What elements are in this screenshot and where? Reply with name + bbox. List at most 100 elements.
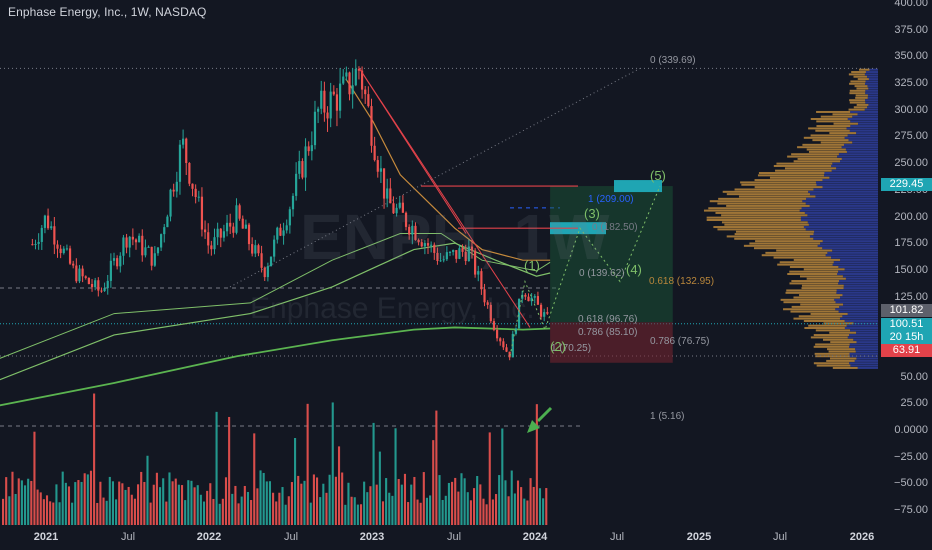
fib-trend-line <box>358 68 467 234</box>
volume-bar <box>526 500 529 525</box>
volume-profile-bar <box>726 235 810 238</box>
candle-body <box>533 296 536 298</box>
volume-profile-bar <box>810 134 848 137</box>
volume-profile-bar <box>765 251 828 254</box>
volume-bar <box>146 455 149 525</box>
volume-profile-bar <box>839 280 878 283</box>
volume-profile-bar <box>800 303 843 306</box>
volume-bar <box>193 487 196 525</box>
volume-bar <box>268 481 271 525</box>
volume-bar <box>5 477 8 525</box>
volume-profile-bar <box>810 312 848 315</box>
volume-bar <box>105 500 108 525</box>
volume-bar <box>545 488 548 525</box>
volume-bar <box>363 481 366 525</box>
volume-profile-bar <box>709 200 803 203</box>
candle-body <box>354 69 357 86</box>
volume-profile-bar <box>857 113 878 116</box>
candle-body <box>360 70 364 90</box>
volume-profile-bar <box>829 331 857 334</box>
volume-bar <box>328 474 331 525</box>
volume-profile-bar <box>800 275 843 278</box>
volume-profile-bar <box>864 73 878 76</box>
candle-body <box>417 239 420 243</box>
candle-body <box>458 248 461 259</box>
volume-bar <box>407 502 410 525</box>
candle-body <box>320 90 323 109</box>
candle-body <box>474 250 477 275</box>
volume-profile-bar <box>837 155 878 158</box>
volume-profile-bar <box>820 242 878 245</box>
fib-label-18250: 0 (182.50) <box>592 222 638 233</box>
volume-profile-bar <box>868 103 878 106</box>
volume-profile-bar <box>815 329 851 332</box>
volume-bar <box>118 481 121 525</box>
candle-body <box>141 235 144 256</box>
fib-label-13962: 0 (139.62) <box>579 268 625 279</box>
volume-profile-bar <box>844 136 878 139</box>
volume-bar <box>344 504 347 525</box>
wave-label-1: (1) <box>524 258 540 273</box>
volume-profile-bar <box>850 364 878 367</box>
target-marker <box>614 180 662 193</box>
volume-profile-bar <box>708 207 802 210</box>
volume-bar <box>347 482 350 525</box>
volume-profile-bar <box>847 134 878 137</box>
volume-profile-bar <box>738 195 816 198</box>
volume-profile-bar <box>816 110 851 113</box>
price-tick-label: −25.00 <box>894 450 928 463</box>
volume-profile-bar <box>812 139 849 142</box>
volume-profile-bar <box>775 169 832 172</box>
volume-profile-bar <box>813 362 850 365</box>
volume-profile-bar <box>850 80 866 83</box>
candle-body <box>207 232 210 246</box>
price-tick-label: 25.00 <box>900 397 928 410</box>
candle-body <box>452 250 455 252</box>
volume-profile-bar <box>853 338 878 341</box>
profit-zone-box <box>550 186 673 323</box>
volume-profile-bar <box>864 108 878 111</box>
volume-profile-bar <box>814 230 878 233</box>
volume-bar <box>350 496 353 525</box>
candle-body <box>43 215 47 228</box>
volume-profile-bar <box>815 129 850 132</box>
volume-profile-bar <box>816 183 878 186</box>
volume-profile-bar <box>843 284 878 287</box>
candle-body <box>222 231 226 238</box>
volume-profile-bar <box>856 357 878 360</box>
volume-profile-bar <box>857 366 878 369</box>
volume-profile-bar <box>806 197 878 200</box>
volume-profile-bar <box>831 256 878 259</box>
candle-body <box>37 241 40 244</box>
candle-body <box>194 188 197 197</box>
volume-profile-bar <box>838 153 878 156</box>
candle-body <box>470 246 474 251</box>
volume-bar <box>221 498 224 525</box>
volume-bar <box>287 496 290 525</box>
volume-bar <box>473 488 476 525</box>
volume-bar <box>441 499 444 525</box>
volume-bar <box>121 483 124 525</box>
volume-bar <box>259 470 262 525</box>
volume-bar <box>491 499 494 525</box>
volume-profile-bar <box>853 322 878 325</box>
volume-bar <box>312 474 315 525</box>
time-tick-label: Jul <box>609 531 625 543</box>
candle-body <box>160 234 163 248</box>
volume-profile-bar <box>806 277 846 280</box>
price-tick-label: 0.0000 <box>894 424 928 436</box>
volume-profile-bar <box>801 284 844 287</box>
volume-bar <box>199 494 202 525</box>
volume-profile-bar <box>758 172 825 175</box>
volume-profile-bar <box>854 85 868 88</box>
volume-bar <box>278 492 281 525</box>
volume-bar <box>23 485 27 525</box>
volume-bar <box>11 471 14 525</box>
volume-profile-bar <box>837 273 878 276</box>
volume-profile-bar <box>836 289 878 292</box>
volume-bar <box>190 480 193 525</box>
fib-extension-line <box>229 67 641 288</box>
volume-bars <box>2 393 548 525</box>
volume-bar <box>137 484 140 525</box>
